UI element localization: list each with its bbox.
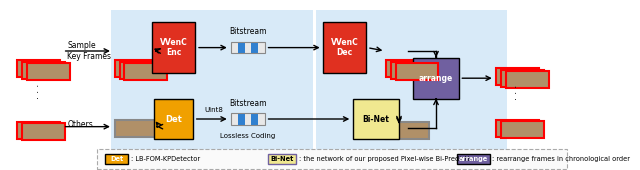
FancyBboxPatch shape (257, 114, 265, 124)
Text: Det: Det (110, 156, 124, 162)
FancyBboxPatch shape (323, 22, 366, 73)
FancyBboxPatch shape (124, 63, 167, 80)
FancyBboxPatch shape (152, 22, 195, 73)
FancyBboxPatch shape (251, 114, 257, 124)
Text: Bi-Net: Bi-Net (363, 115, 390, 123)
FancyBboxPatch shape (245, 42, 251, 53)
Text: : rearrange frames in chronological order: : rearrange frames in chronological orde… (492, 156, 630, 162)
FancyBboxPatch shape (106, 154, 128, 164)
FancyBboxPatch shape (238, 114, 245, 124)
FancyBboxPatch shape (231, 114, 238, 124)
Text: : the network of our proposed Pixel-wise Bi-Prediction: : the network of our proposed Pixel-wise… (300, 156, 478, 162)
FancyBboxPatch shape (22, 123, 65, 140)
FancyBboxPatch shape (245, 114, 251, 124)
FancyBboxPatch shape (154, 99, 193, 139)
Text: Decoder: Decoder (389, 149, 431, 158)
Text: VVenC
Enc: VVenC Enc (160, 38, 188, 57)
FancyBboxPatch shape (251, 42, 257, 53)
FancyBboxPatch shape (316, 10, 508, 150)
FancyBboxPatch shape (501, 70, 544, 87)
FancyBboxPatch shape (238, 42, 245, 53)
Text: Det: Det (165, 115, 182, 123)
FancyBboxPatch shape (413, 58, 459, 99)
Text: VVenC
Dec: VVenC Dec (331, 38, 358, 57)
FancyBboxPatch shape (396, 63, 438, 80)
FancyBboxPatch shape (496, 68, 539, 85)
FancyBboxPatch shape (353, 99, 399, 139)
FancyBboxPatch shape (506, 71, 549, 88)
FancyBboxPatch shape (387, 60, 429, 77)
FancyBboxPatch shape (17, 60, 60, 77)
Text: · · ·: · · · (512, 85, 522, 100)
Text: arrange: arrange (458, 156, 488, 162)
FancyBboxPatch shape (115, 120, 158, 137)
FancyBboxPatch shape (268, 154, 296, 164)
Text: : LB-FOM-KPDetector: : LB-FOM-KPDetector (131, 156, 200, 162)
FancyBboxPatch shape (17, 122, 60, 139)
Text: Bitstream: Bitstream (229, 99, 267, 108)
Text: Lossless Coding: Lossless Coding (220, 133, 276, 139)
Text: Others: Others (67, 121, 93, 129)
FancyBboxPatch shape (456, 154, 490, 164)
Text: Bi-Net: Bi-Net (271, 156, 294, 162)
FancyBboxPatch shape (257, 42, 265, 53)
Text: Uint8: Uint8 (204, 107, 223, 113)
FancyBboxPatch shape (28, 63, 70, 80)
Text: arrange: arrange (419, 74, 453, 83)
FancyBboxPatch shape (22, 62, 65, 79)
FancyBboxPatch shape (496, 120, 539, 137)
Text: Bitstream: Bitstream (229, 27, 267, 36)
FancyBboxPatch shape (115, 60, 158, 77)
FancyBboxPatch shape (97, 149, 567, 169)
FancyBboxPatch shape (120, 62, 163, 79)
FancyBboxPatch shape (391, 62, 434, 79)
FancyBboxPatch shape (231, 42, 238, 53)
FancyBboxPatch shape (111, 10, 314, 150)
FancyBboxPatch shape (501, 121, 544, 138)
Text: · · ·: · · · (34, 84, 44, 99)
Text: Sample: Sample (67, 41, 96, 49)
FancyBboxPatch shape (387, 122, 429, 139)
Text: Encoder: Encoder (190, 149, 232, 158)
Text: Key Frames: Key Frames (67, 52, 111, 61)
